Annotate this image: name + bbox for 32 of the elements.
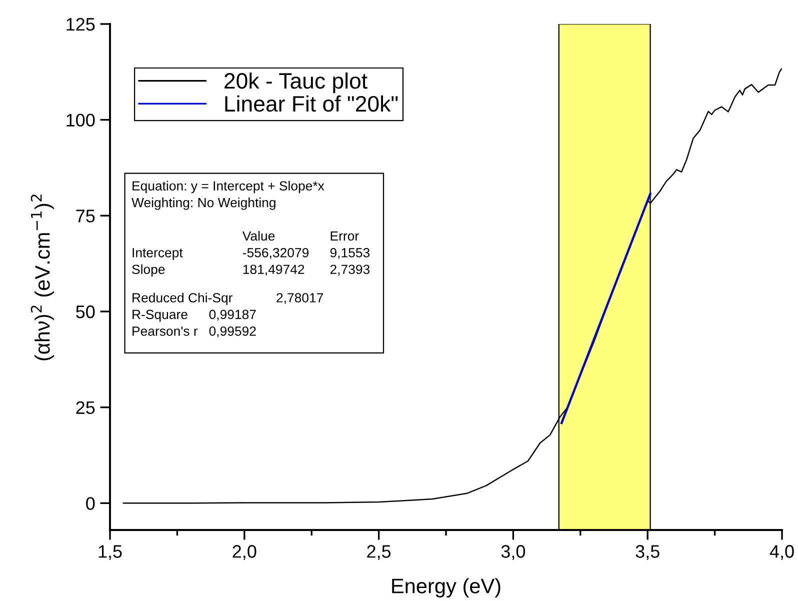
- annotation: 2,7393: [330, 264, 370, 276]
- y-tick-label: 100: [66, 114, 95, 127]
- x-tick-label: 1,5: [98, 545, 122, 560]
- annotation: Pearson's r: [132, 326, 198, 336]
- y-tick-label: 25: [76, 401, 95, 414]
- y-tick-label: 75: [76, 210, 95, 222]
- x-tick-label: 2,5: [367, 545, 391, 560]
- x-axis-title: Energy (eV): [392, 578, 500, 598]
- annotation: Value: [242, 230, 275, 241]
- annotation: R-Square: [132, 310, 188, 322]
- x-tick-label: 3,0: [501, 545, 526, 560]
- annotation: 9,1553: [330, 248, 370, 259]
- x-tick-label: 2,0: [232, 545, 256, 560]
- annotation: Intercept: [132, 248, 183, 260]
- annotation: 0,99592: [209, 326, 256, 338]
- y-tick-label: 50: [76, 305, 95, 318]
- legend-label: Linear Fit of "20k": [225, 95, 398, 112]
- annotation: 181,49742: [243, 264, 304, 276]
- annotation: Weighting: No Weighting: [132, 198, 276, 210]
- annotation: Reduced Chi-Sqr: [132, 292, 232, 306]
- y-tick-label: 0: [86, 497, 95, 510]
- annotation: Equation: y = Intercept + Slope*x: [132, 180, 324, 194]
- annotation: Slope: [132, 264, 165, 277]
- x-tick-label: 3,5: [636, 545, 660, 560]
- annotation: 2,78017: [276, 293, 324, 304]
- annotation: Error: [330, 231, 359, 241]
- y-tick-label: 125: [66, 18, 95, 31]
- annotation: -556,32079: [242, 248, 309, 259]
- x-tick-label: 4,0: [770, 545, 794, 560]
- y-axis-title: (αhν)$^{2}$ (eV.cm$^{−1}$)$^{2}$: [30, 194, 54, 360]
- annotation: 0,99187: [209, 310, 256, 321]
- legend-label: 20k - Tauc plot: [224, 72, 368, 94]
